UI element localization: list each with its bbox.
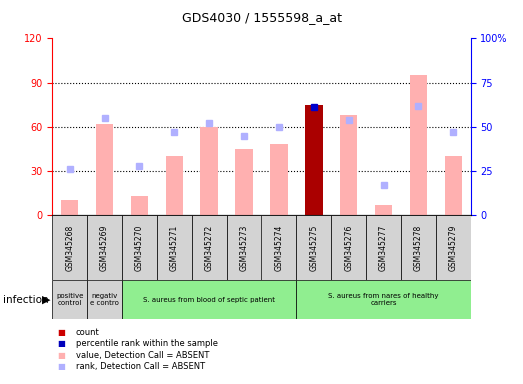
- Text: GSM345273: GSM345273: [240, 225, 248, 271]
- Bar: [122, 280, 297, 319]
- Bar: [122, 215, 157, 280]
- Text: S. aureus from nares of healthy
carriers: S. aureus from nares of healthy carriers: [328, 293, 439, 306]
- Text: infection: infection: [3, 295, 48, 305]
- Bar: [410, 75, 427, 215]
- Bar: [87, 280, 122, 319]
- Bar: [61, 200, 78, 215]
- Text: rank, Detection Call = ABSENT: rank, Detection Call = ABSENT: [76, 362, 205, 371]
- Text: positive
control: positive control: [56, 293, 84, 306]
- Bar: [262, 215, 297, 280]
- Bar: [96, 124, 113, 215]
- Text: ■: ■: [58, 351, 65, 360]
- Text: count: count: [76, 328, 99, 337]
- Text: ■: ■: [58, 328, 65, 337]
- Text: GDS4030 / 1555598_a_at: GDS4030 / 1555598_a_at: [181, 12, 342, 25]
- Text: percentile rank within the sample: percentile rank within the sample: [76, 339, 218, 348]
- Text: GSM345271: GSM345271: [170, 225, 179, 271]
- Text: GSM345276: GSM345276: [344, 225, 353, 271]
- Bar: [235, 149, 253, 215]
- Text: GSM345275: GSM345275: [309, 225, 319, 271]
- Bar: [192, 215, 226, 280]
- Text: GSM345272: GSM345272: [204, 225, 214, 271]
- Bar: [131, 196, 148, 215]
- Bar: [366, 215, 401, 280]
- Bar: [445, 156, 462, 215]
- Bar: [166, 156, 183, 215]
- Text: ■: ■: [58, 339, 65, 348]
- Text: negativ
e contro: negativ e contro: [90, 293, 119, 306]
- Text: GSM345270: GSM345270: [135, 225, 144, 271]
- Bar: [331, 215, 366, 280]
- Text: GSM345278: GSM345278: [414, 225, 423, 271]
- Bar: [157, 215, 192, 280]
- Text: GSM345277: GSM345277: [379, 225, 388, 271]
- Text: GSM345268: GSM345268: [65, 225, 74, 271]
- Bar: [297, 280, 471, 319]
- Text: S. aureus from blood of septic patient: S. aureus from blood of septic patient: [143, 296, 275, 303]
- Bar: [340, 115, 357, 215]
- Bar: [436, 215, 471, 280]
- Text: GSM345279: GSM345279: [449, 225, 458, 271]
- Bar: [297, 215, 331, 280]
- Text: ■: ■: [58, 362, 65, 371]
- Bar: [226, 215, 262, 280]
- Text: GSM345274: GSM345274: [275, 225, 283, 271]
- Bar: [200, 127, 218, 215]
- Bar: [52, 280, 87, 319]
- Bar: [87, 215, 122, 280]
- Bar: [401, 215, 436, 280]
- Bar: [375, 205, 392, 215]
- Bar: [270, 144, 288, 215]
- Bar: [305, 104, 323, 215]
- Bar: [52, 215, 87, 280]
- Text: GSM345269: GSM345269: [100, 225, 109, 271]
- Text: value, Detection Call = ABSENT: value, Detection Call = ABSENT: [76, 351, 209, 360]
- Text: ▶: ▶: [42, 295, 50, 305]
